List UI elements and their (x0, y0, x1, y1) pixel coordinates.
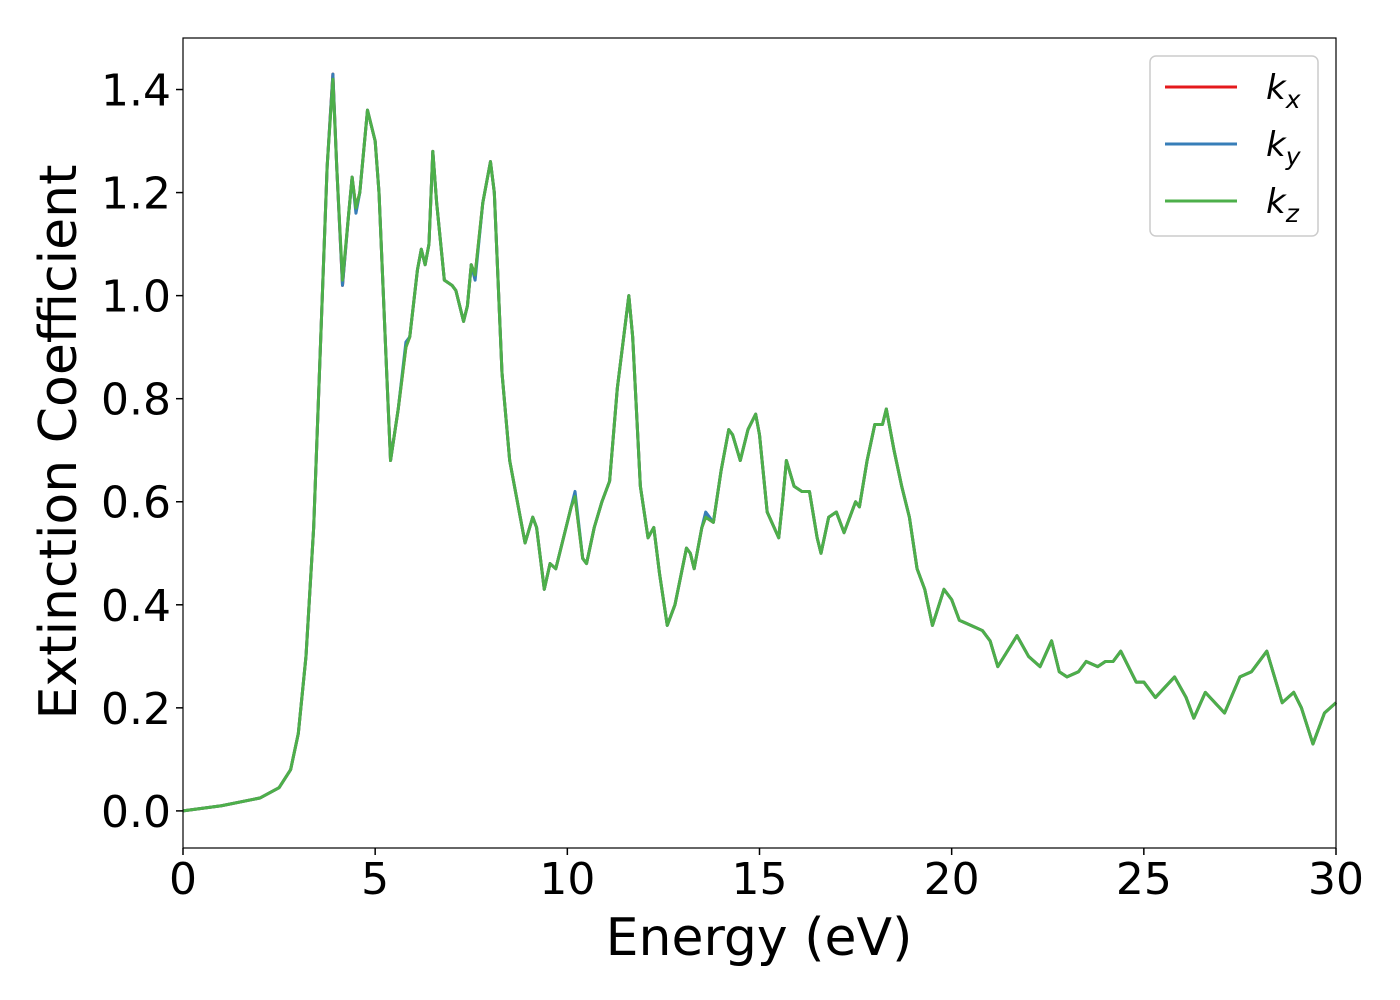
y-tick-label: 1.2 (101, 169, 171, 220)
x-tick-label: 30 (1308, 854, 1364, 905)
x-tick-label: 20 (924, 854, 980, 905)
legend-label: kx (1266, 68, 1301, 114)
x-tick-label: 0 (169, 854, 197, 905)
y-tick-label: 0.2 (101, 684, 171, 735)
y-tick-label: 0.4 (101, 581, 171, 632)
legend-box (1149, 55, 1319, 237)
legend-label: kz (1266, 182, 1300, 228)
y-axis-label: Extinction Coefficient (29, 165, 89, 720)
x-tick-label: 10 (539, 854, 595, 905)
x-tick-label: 5 (361, 854, 389, 905)
x-tick-label: 25 (1116, 854, 1172, 905)
series-line (182, 77, 1337, 813)
y-tick-label: 1.4 (101, 66, 171, 117)
y-tick-label: 0.0 (101, 787, 171, 838)
plot-frame (182, 37, 1337, 849)
y-tick-label: 0.8 (101, 375, 171, 426)
x-tick-label: 15 (732, 854, 788, 905)
y-tick-label: 1.0 (101, 272, 171, 323)
legend-label: ky (1266, 125, 1302, 171)
y-tick-label: 0.6 (101, 478, 171, 529)
x-axis-label: Energy (eV) (606, 908, 913, 968)
